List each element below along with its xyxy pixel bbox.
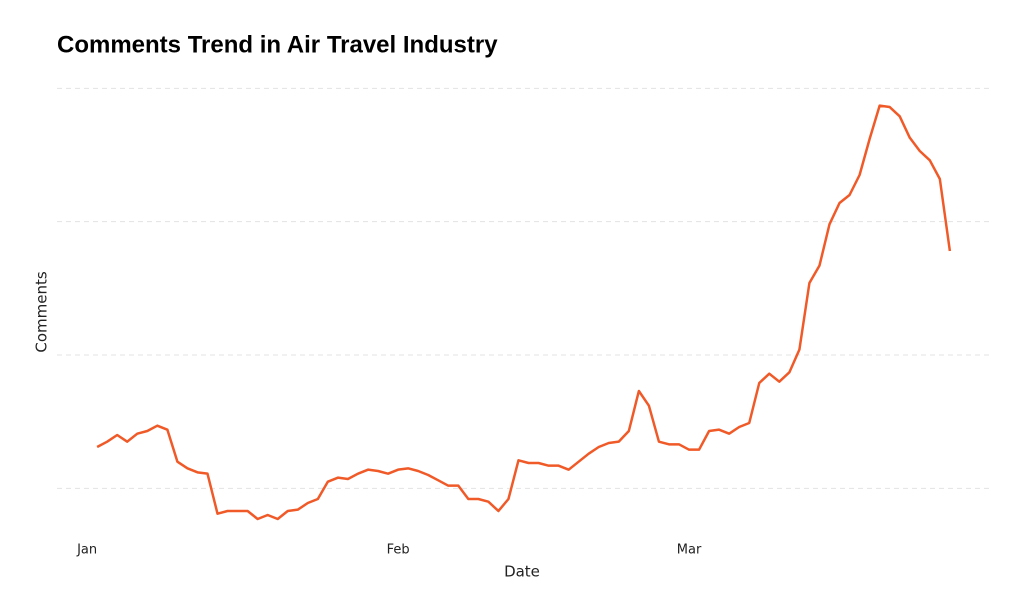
x-axis-label: Date [504, 563, 540, 581]
x-tick-label: Feb [387, 543, 410, 558]
data-line [96, 104, 952, 521]
x-tick-label: Mar [677, 543, 702, 558]
chart-title: Comments Trend in Air Travel Industry [57, 31, 498, 58]
y-axis-label: Comments [33, 271, 51, 352]
x-tick-label: Jan [76, 543, 97, 558]
